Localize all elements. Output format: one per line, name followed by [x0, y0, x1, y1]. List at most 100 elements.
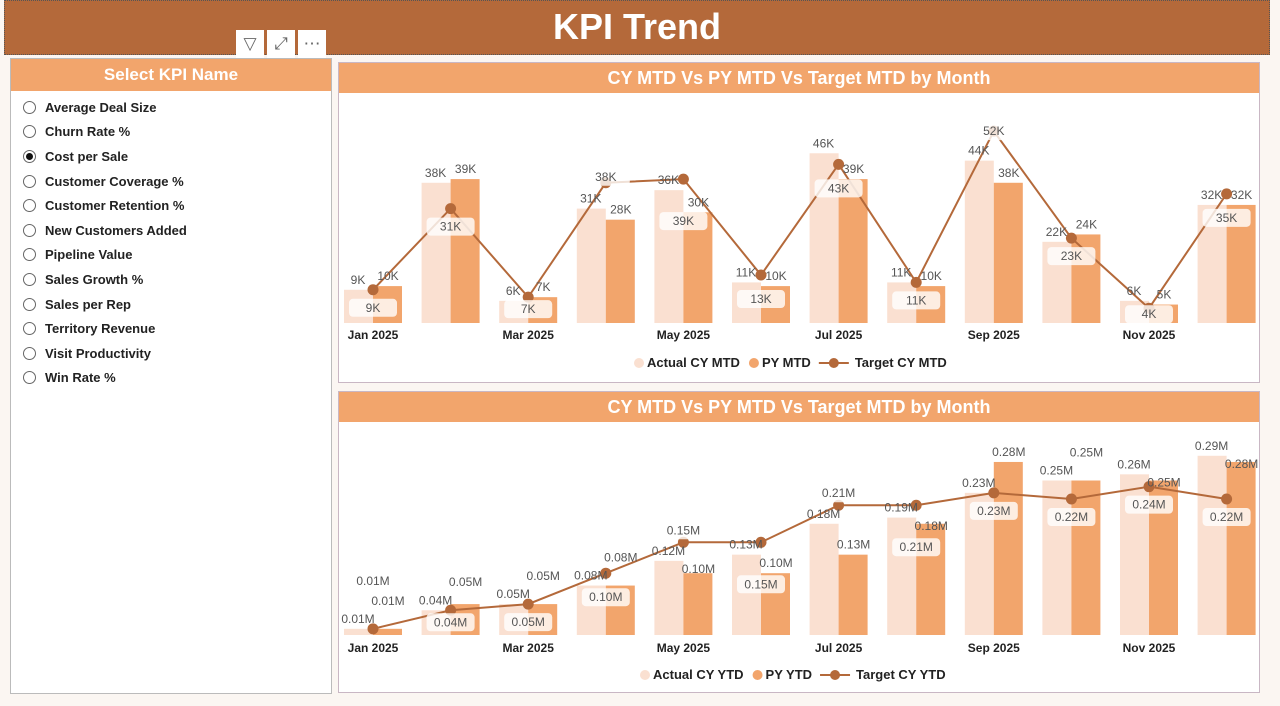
slicer-item-label: Win Rate % — [45, 370, 116, 386]
data-label-actual: 46K — [813, 136, 834, 150]
slicer-item[interactable]: Customer Coverage % — [23, 169, 331, 194]
bar-py — [1226, 461, 1256, 635]
slicer-item-label: Average Deal Size — [45, 99, 157, 115]
data-label-target: 38K — [595, 170, 616, 184]
data-label-py: 0.28M — [1225, 457, 1258, 471]
legend-marker — [830, 670, 841, 680]
data-label-actual: 44K — [968, 144, 989, 158]
slicer-item[interactable]: Churn Rate % — [23, 120, 331, 145]
data-label-box — [814, 484, 863, 503]
radio-button[interactable] — [23, 322, 36, 336]
bar-py — [373, 628, 402, 635]
data-label-target: 7K — [521, 302, 536, 316]
slicer-item[interactable]: Win Rate % — [23, 366, 331, 391]
data-label-py: 10K — [921, 269, 942, 283]
bar-py — [450, 179, 480, 323]
radio-button[interactable] — [23, 174, 36, 188]
radio-button[interactable] — [23, 297, 36, 311]
bar-actual — [344, 628, 373, 635]
data-label-py: 0.05M — [527, 569, 560, 583]
data-label-target: 39K — [673, 214, 694, 228]
data-label-actual: 32K — [1201, 188, 1222, 202]
filter-icon[interactable]: ▽ — [236, 30, 264, 58]
data-label-py: 28K — [610, 203, 631, 217]
data-label-box — [581, 588, 630, 607]
x-tick-label: Sep 2025 — [968, 328, 1020, 342]
data-label-py: 7K — [536, 280, 551, 294]
x-tick-label: Sep 2025 — [968, 641, 1020, 655]
target-point — [1221, 188, 1233, 200]
slicer-item[interactable]: New Customers Added — [23, 218, 331, 243]
data-label-py: 10K — [377, 269, 398, 283]
data-label-box — [659, 521, 708, 540]
target-point — [445, 604, 457, 616]
radio-button[interactable] — [23, 100, 36, 114]
data-label-box — [1125, 305, 1173, 324]
page-header: KPI Trend — [4, 0, 1270, 55]
data-label-py: 32K — [1231, 188, 1252, 202]
radio-button[interactable] — [23, 199, 36, 213]
x-tick-label: Jan 2025 — [348, 328, 399, 342]
target-point — [755, 269, 767, 281]
bar-actual — [421, 182, 451, 323]
target-line — [372, 485, 1227, 630]
slicer-item[interactable]: Average Deal Size — [23, 95, 331, 120]
x-tick-label: Nov 2025 — [1123, 641, 1176, 655]
x-tick-label: Jul 2025 — [815, 328, 863, 342]
data-label-py: 0.13M — [837, 538, 870, 552]
data-label-target: 0.23M — [977, 504, 1010, 518]
more-options-icon[interactable]: ⋯ — [298, 30, 326, 58]
data-label-actual: 36K — [658, 173, 679, 187]
slicer-item-label: Pipeline Value — [45, 247, 133, 263]
mtd-chart-panel: CY MTD Vs PY MTD Vs Target MTD by Month … — [338, 62, 1260, 383]
data-label-py: 10K — [765, 269, 786, 283]
data-label-target: 0.15M — [667, 523, 700, 537]
slicer-item[interactable]: Pipeline Value — [23, 243, 331, 268]
radio-button[interactable] — [23, 149, 36, 163]
radio-button[interactable] — [23, 248, 36, 262]
data-label-target: 0.10M — [589, 590, 622, 604]
radio-button[interactable] — [23, 346, 36, 360]
data-label-target: 0.22M — [1055, 510, 1088, 524]
slicer-item-label: Sales per Rep — [45, 296, 131, 312]
target-point — [367, 284, 379, 296]
data-label-box — [737, 290, 785, 309]
target-point — [677, 173, 689, 185]
data-label-target: 0.05M — [512, 615, 545, 629]
slicer-item[interactable]: Cost per Sale — [23, 144, 331, 169]
data-label-actual: 0.08M — [574, 569, 607, 583]
bar-actual — [1042, 480, 1072, 635]
data-label-box — [426, 217, 475, 236]
x-tick-label: Jul 2025 — [815, 641, 863, 655]
bar-py — [993, 461, 1023, 635]
radio-button[interactable] — [23, 125, 36, 139]
data-label-target: 0.15M — [744, 577, 777, 591]
legend-marker — [828, 358, 839, 368]
bar-actual — [732, 554, 761, 635]
legend-label: Target CY YTD — [856, 667, 946, 682]
slicer-item-label: Visit Productivity — [45, 345, 151, 361]
slicer-item[interactable]: Sales Growth % — [23, 267, 331, 292]
radio-button[interactable] — [23, 272, 36, 286]
x-tick-label: Nov 2025 — [1123, 328, 1176, 342]
slicer-item[interactable]: Visit Productivity — [23, 341, 331, 366]
x-tick-label: May 2025 — [657, 328, 711, 342]
target-point — [910, 276, 922, 288]
focus-mode-icon[interactable]: ⤢ — [267, 30, 295, 58]
legend-label: Actual CY MTD — [647, 355, 740, 370]
radio-button[interactable] — [23, 371, 36, 385]
slicer-item[interactable]: Customer Retention % — [23, 193, 331, 218]
data-label-target: 35K — [1216, 211, 1237, 225]
slicer-item[interactable]: Sales per Rep — [23, 292, 331, 317]
data-label-py: 39K — [455, 162, 476, 176]
slicer-item[interactable]: Territory Revenue — [23, 316, 331, 341]
legend-marker — [752, 670, 763, 680]
data-label-actual: 38K — [425, 166, 446, 180]
bar-py — [683, 212, 713, 323]
radio-button[interactable] — [23, 223, 36, 237]
data-label-py: 24K — [1076, 217, 1097, 231]
bar-actual — [964, 160, 994, 323]
bar-actual — [887, 517, 917, 635]
data-label-target: 52K — [983, 124, 1004, 138]
target-point — [1065, 232, 1077, 244]
